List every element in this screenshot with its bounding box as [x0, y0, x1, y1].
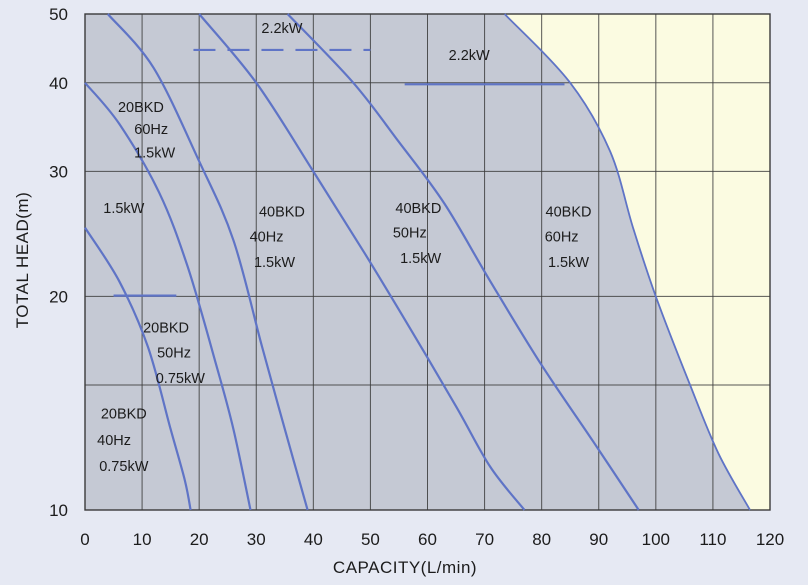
curve-annotation: 60Hz: [134, 122, 168, 138]
curve-annotation: 40BKD: [395, 201, 441, 217]
axis-ticks: 0 10 20 30 40 50 60 70 80 90 100 110 120 10 20 30 40 50: [49, 5, 784, 549]
grid-lines: [84, 13, 771, 511]
curve-annotation: 20BKD: [143, 320, 189, 336]
x-tick-label: 60: [418, 530, 437, 549]
curve-annotation: 50Hz: [393, 226, 427, 242]
x-tick-label: 80: [532, 530, 551, 549]
x-tick-label: 0: [80, 530, 89, 549]
curve-annotation: 1.5kW: [254, 255, 295, 271]
curve-annotation: 40Hz: [250, 229, 284, 245]
curve-annotation: 0.75kW: [99, 459, 148, 475]
y-tick-label: 30: [49, 162, 68, 181]
x-tick-label: 90: [589, 530, 608, 549]
y-tick-label: 40: [49, 74, 68, 93]
y-tick-label: 10: [49, 501, 68, 520]
y-tick-label: 20: [49, 287, 68, 306]
curve-annotation: 1.5kW: [134, 145, 175, 161]
pump-curves: [84, 13, 751, 511]
x-tick-label: 70: [475, 530, 494, 549]
curve-annotation: 40BKD: [259, 205, 305, 221]
x-tick-label: 110: [699, 530, 726, 549]
curve-annotation: 50Hz: [157, 346, 191, 362]
x-tick-label: 40: [304, 530, 323, 549]
curve-annotation: 20BKD: [118, 100, 164, 116]
x-tick-label: 10: [133, 530, 152, 549]
envelope-curve: [503, 13, 751, 511]
x-tick-label: 100: [642, 530, 670, 549]
x-axis-label: CAPACITY(L/min): [333, 558, 477, 577]
curve-annotation: 20BKD: [101, 407, 147, 423]
x-tick-label: 50: [361, 530, 380, 549]
plot-frame: [84, 13, 771, 511]
pump-curve-line: [106, 13, 309, 511]
curve-annotation: 40BKD: [546, 205, 592, 221]
curve-annotations: 2.2kW 2.2kW 20BKD 60Hz 1.5kW 1.5kW 40BKD 40Hz 1.…: [97, 21, 591, 475]
curve-annotation: 1.5kW: [103, 201, 144, 217]
y-axis-label: TOTAL HEAD(m): [13, 192, 32, 329]
curve-annotation: 2.2kW: [449, 48, 490, 64]
curve-annotation: 1.5kW: [548, 255, 589, 271]
x-tick-label: 20: [190, 530, 209, 549]
y-tick-label: 50: [49, 5, 68, 24]
curve-annotation: 2.2kW: [261, 21, 302, 37]
operating-region: [85, 14, 750, 510]
pump-curve-line: [84, 82, 252, 511]
pump-curve-line: [84, 227, 192, 511]
curve-annotation: 60Hz: [545, 229, 579, 245]
curve-annotation: 0.75kW: [156, 371, 205, 387]
x-tick-label: 120: [756, 530, 784, 549]
curve-annotation: 40Hz: [97, 433, 131, 449]
curve-annotation: 1.5kW: [400, 251, 441, 267]
pump-curve-line: [286, 13, 640, 511]
x-tick-label: 30: [247, 530, 266, 549]
pump-curve-line: [198, 13, 526, 511]
